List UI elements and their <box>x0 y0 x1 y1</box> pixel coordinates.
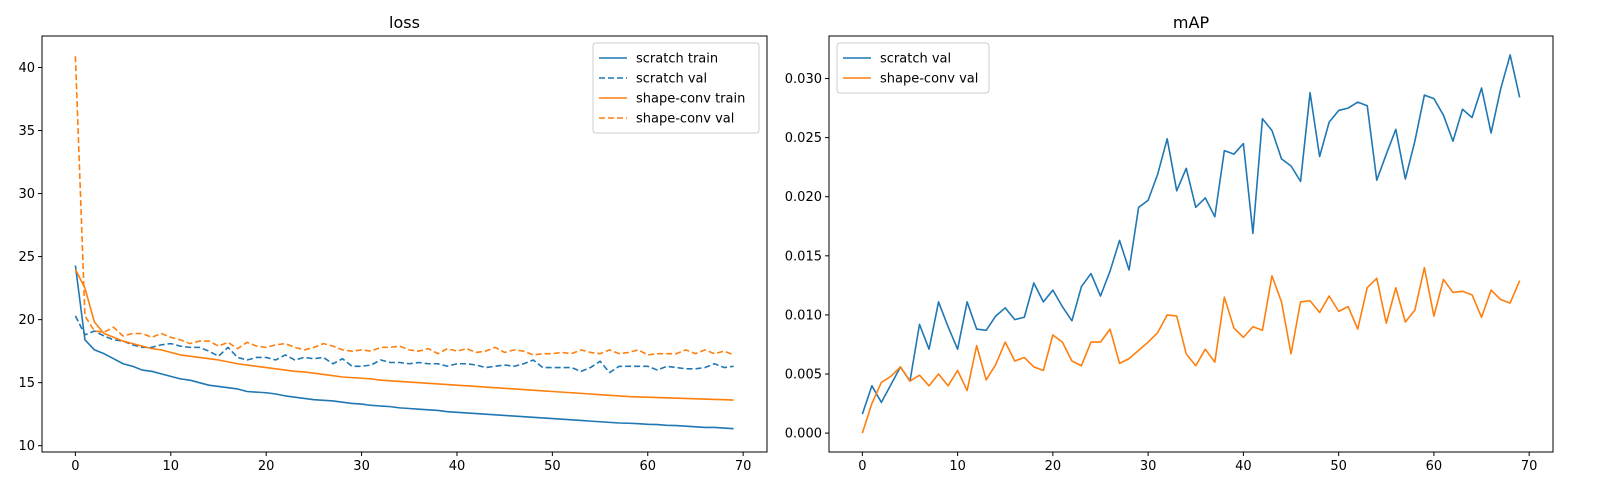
loss-axes-frame <box>41 35 768 453</box>
loss-series-shape-conv-train <box>74 268 734 401</box>
loss-x-tick-label: 40 <box>449 459 466 474</box>
map-y-tick-label: 0.005 <box>785 368 822 383</box>
loss-legend-label-shape-conv-val: shape-conv val <box>636 112 734 127</box>
loss-chart-title: loss <box>389 13 420 32</box>
loss-x-tick-label: 60 <box>639 459 656 474</box>
loss-series-group <box>74 56 734 430</box>
map-axes-frame <box>828 35 1554 453</box>
loss-series-shape-conv-val <box>74 56 734 356</box>
map-y-tick-label: 0.010 <box>785 308 822 323</box>
map-y-tick-label: 0.015 <box>785 249 822 264</box>
map-series-scratch-val <box>861 54 1521 415</box>
map-series-shape-conv-val <box>861 266 1521 434</box>
loss-y-tick-label: 35 <box>18 124 35 139</box>
loss-panel: loss 0 10 20 30 40 50 60 70 10 15 20 25 30 35 40 scratch… <box>18 13 768 474</box>
map-series-group <box>861 54 1521 434</box>
map-x-tick-label: 60 <box>1426 459 1443 474</box>
loss-x-tick-label: 0 <box>71 459 79 474</box>
loss-y-tick-label: 10 <box>18 439 35 454</box>
map-x-tick-label: 10 <box>949 459 966 474</box>
loss-legend-label-scratch-train: scratch train <box>636 52 718 67</box>
loss-x-tick-label: 20 <box>258 459 275 474</box>
map-legend-label-scratch-val: scratch val <box>880 52 951 67</box>
loss-x-tick-label: 10 <box>163 459 180 474</box>
map-x-tick-label: 20 <box>1045 459 1062 474</box>
loss-x-tick-label: 50 <box>544 459 561 474</box>
loss-legend-box <box>592 42 760 134</box>
loss-x-tick-label: 70 <box>735 459 752 474</box>
map-legend: scratch val shape-conv val <box>836 42 990 94</box>
loss-y-tick-label: 40 <box>18 61 35 76</box>
loss-series-scratch-train <box>74 265 734 430</box>
map-x-tick-label: 70 <box>1521 459 1538 474</box>
map-legend-box <box>836 42 990 94</box>
map-y-tick-label: 0.020 <box>785 190 822 205</box>
loss-y-tick-label: 30 <box>18 187 35 202</box>
map-chart-title: mAP <box>1173 13 1210 32</box>
map-y-tick-label: 0.030 <box>785 72 822 87</box>
loss-legend: scratch train scratch val shape-conv train… <box>592 42 760 134</box>
loss-legend-label-shape-conv-train: shape-conv train <box>636 92 745 107</box>
loss-y-tick-label: 15 <box>18 376 35 391</box>
map-x-tick-label: 0 <box>858 459 866 474</box>
map-y-tick-label: 0.000 <box>785 427 822 442</box>
map-panel: mAP 0 10 20 30 40 50 60 70 0.000 0.005 0.010 0.015 0.… <box>785 13 1554 474</box>
map-x-tick-label: 50 <box>1330 459 1347 474</box>
loss-y-tick-label: 25 <box>18 250 35 265</box>
loss-legend-label-scratch-val: scratch val <box>636 72 707 87</box>
map-x-tick-label: 40 <box>1235 459 1252 474</box>
loss-y-tick-label: 20 <box>18 313 35 328</box>
loss-series-scratch-val <box>74 315 734 374</box>
loss-x-tick-label: 30 <box>353 459 370 474</box>
map-y-tick-label: 0.025 <box>785 131 822 146</box>
map-x-tick-label: 30 <box>1140 459 1157 474</box>
map-legend-label-shape-conv-val: shape-conv val <box>880 72 978 87</box>
